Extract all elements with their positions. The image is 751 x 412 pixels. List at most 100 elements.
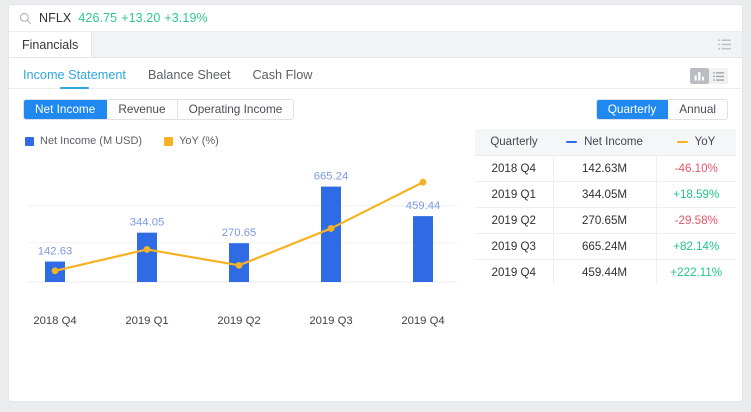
column-header-period-label: Quarterly <box>490 135 538 148</box>
bar-chart-icon <box>694 72 705 81</box>
metric-option-revenue-label: Revenue <box>118 102 166 116</box>
column-header-net-income[interactable]: Net Income <box>553 129 656 156</box>
period-toggle-group: Quarterly Annual <box>595 98 728 120</box>
x-axis-label: 2019 Q1 <box>125 315 169 327</box>
quote-price: 426.75 <box>78 11 118 25</box>
chart-line-point[interactable] <box>419 178 427 186</box>
quote-values: 426.75 +13.20 +3.19% <box>78 11 211 25</box>
chart-bar-label: 459.44 <box>406 200 441 212</box>
metric-option-net-income[interactable]: Net Income <box>24 99 108 119</box>
cell-yoy: +222.11% <box>670 265 723 279</box>
column-header-period[interactable]: Quarterly <box>475 129 553 156</box>
metric-option-operating-income-label: Operating Income <box>188 102 283 116</box>
tab-balance-sheet[interactable]: Balance Sheet <box>148 68 231 88</box>
chart-line-point[interactable] <box>143 246 151 253</box>
list-icon[interactable] <box>718 39 731 50</box>
tab-income-statement[interactable]: Income Statement <box>23 68 126 89</box>
metric-option-revenue[interactable]: Revenue <box>107 99 178 119</box>
chart-bar-label: 665.24 <box>314 171 349 183</box>
chart-canvas: 142.63 344.05 270.65 665.24 459.44 <box>27 171 457 283</box>
window-tab-label: Financials <box>22 37 79 52</box>
ticker-symbol[interactable]: NFLX <box>39 11 72 25</box>
table-view-button[interactable] <box>709 68 728 84</box>
list-icon <box>713 71 724 81</box>
chart-bar-label: 344.05 <box>130 217 165 229</box>
chart-line-point[interactable] <box>51 267 59 275</box>
horizontal-resize-icon[interactable]: ↔ <box>740 215 743 230</box>
period-option-quarterly-label: Quarterly <box>607 102 657 116</box>
table-row[interactable]: 2018 Q4 142.63M -46.10% <box>475 155 736 182</box>
table-row[interactable]: 2019 Q3 665.24M +82.14% <box>475 233 736 260</box>
cell-net-income: 665.24M <box>553 233 657 260</box>
x-axis-label: 2018 Q4 <box>33 315 77 327</box>
x-axis-label: 2019 Q3 <box>309 315 353 327</box>
cell-period: 2019 Q4 <box>475 259 554 285</box>
period-option-quarterly[interactable]: Quarterly <box>596 99 669 119</box>
quote-change: +13.20 <box>121 11 161 25</box>
tab-income-statement-label: Income Statement <box>23 68 126 82</box>
chart-bar[interactable] <box>321 186 341 282</box>
cell-yoy: -29.58% <box>656 207 736 234</box>
chart-bar[interactable] <box>413 216 433 282</box>
cell-yoy: -46.10% <box>656 155 736 182</box>
cell-period: 2019 Q2 <box>475 207 554 234</box>
cell-period: 2018 Q4 <box>475 155 554 182</box>
controls-row: Net Income Revenue Operating Income Quar… <box>9 89 742 129</box>
legend-swatch-net-income <box>25 136 34 146</box>
chart-x-axis: 2018 Q4 2019 Q1 2019 Q2 2019 Q3 2019 Q4 <box>9 315 469 327</box>
cell-net-income: 459.44M <box>553 259 657 285</box>
tab-balance-sheet-label: Balance Sheet <box>147 68 231 82</box>
cell-period: 2019 Q3 <box>475 233 554 260</box>
period-option-annual[interactable]: Annual <box>668 100 727 119</box>
cell-net-income: 142.63M <box>553 155 657 182</box>
quote-change-percent: +3.19% <box>164 11 208 25</box>
legend-label-net-income: Net Income (M USD) <box>40 135 143 147</box>
net-income-chart[interactable]: 142.63 344.05 270.65 665.24 459.44 <box>9 155 469 315</box>
tab-cash-flow[interactable]: Cash Flow <box>253 68 313 88</box>
table-row[interactable]: 2019 Q1 344.05M +18.59% <box>475 181 736 208</box>
x-axis-label: 2019 Q2 <box>217 315 261 327</box>
quote-bar: NFLX 426.75 +13.20 +3.19% <box>9 5 742 32</box>
cell-yoy: +18.59% <box>656 181 736 208</box>
column-header-yoy[interactable]: YoY <box>656 129 736 156</box>
column-header-yoy-label: YoY <box>694 135 716 148</box>
table-header-row: Quarterly Net Income YoY <box>475 129 736 156</box>
period-option-annual-label: Annual <box>679 102 716 116</box>
net-income-line-swatch <box>566 140 578 143</box>
x-axis-label: 2019 Q4 <box>401 315 445 327</box>
cell-period: 2019 Q1 <box>475 181 554 208</box>
legend-item-yoy[interactable]: YoY (%) <box>164 135 219 147</box>
legend-item-net-income[interactable]: Net Income (M USD) <box>25 135 142 147</box>
window-tab-financials[interactable]: Financials <box>9 32 93 57</box>
tab-cash-flow-label: Cash Flow <box>252 68 313 82</box>
metric-toggle-group: Net Income Revenue Operating Income <box>23 98 295 120</box>
cell-yoy: +82.14% <box>656 233 736 260</box>
window-tab-strip: Financials <box>9 32 742 58</box>
legend-swatch-yoy <box>164 136 174 146</box>
chart-bar[interactable] <box>137 232 157 282</box>
cell-net-income: 344.05M <box>553 181 657 208</box>
yoy-line-swatch <box>676 140 688 143</box>
chart-legend: Net Income (M USD) YoY (%) <box>25 135 219 147</box>
financials-panel: NFLX 426.75 +13.20 +3.19% Financials Incom… <box>8 4 743 402</box>
metric-option-operating-income[interactable]: Operating Income <box>178 100 294 119</box>
table-head: Quarterly Net Income YoY <box>475 129 736 156</box>
chart-line-point[interactable] <box>235 261 243 269</box>
statement-tabs: Income Statement Balance Sheet Cash Flow <box>9 58 742 89</box>
financials-table-wrap: Quarterly Net Income YoY <box>475 129 736 285</box>
search-icon[interactable] <box>19 12 32 25</box>
view-toggle-group <box>690 68 728 88</box>
column-header-net-income-label: Net Income <box>584 135 643 148</box>
chart-view-button[interactable] <box>690 68 709 84</box>
table-body: 2018 Q4 142.63M -46.10% 2019 Q1 344.05M +18.5… <box>475 155 736 285</box>
tab-strip-actions <box>718 32 742 57</box>
metric-option-net-income-label: Net Income <box>35 102 96 116</box>
table-row[interactable]: 2019 Q2 270.65M -29.58% <box>475 207 736 234</box>
financials-table: Quarterly Net Income YoY <box>475 129 736 285</box>
content-area: Net Income (M USD) YoY (%) 142.63 344.05 2… <box>9 129 742 401</box>
chart-bar-label: 270.65 <box>222 227 257 239</box>
table-row[interactable]: 2019 Q4 459.44M +222.11% <box>475 259 736 285</box>
legend-label-yoy: YoY (%) <box>179 135 219 147</box>
chart-line-point[interactable] <box>327 225 335 232</box>
cell-net-income: 270.65M <box>553 207 657 234</box>
